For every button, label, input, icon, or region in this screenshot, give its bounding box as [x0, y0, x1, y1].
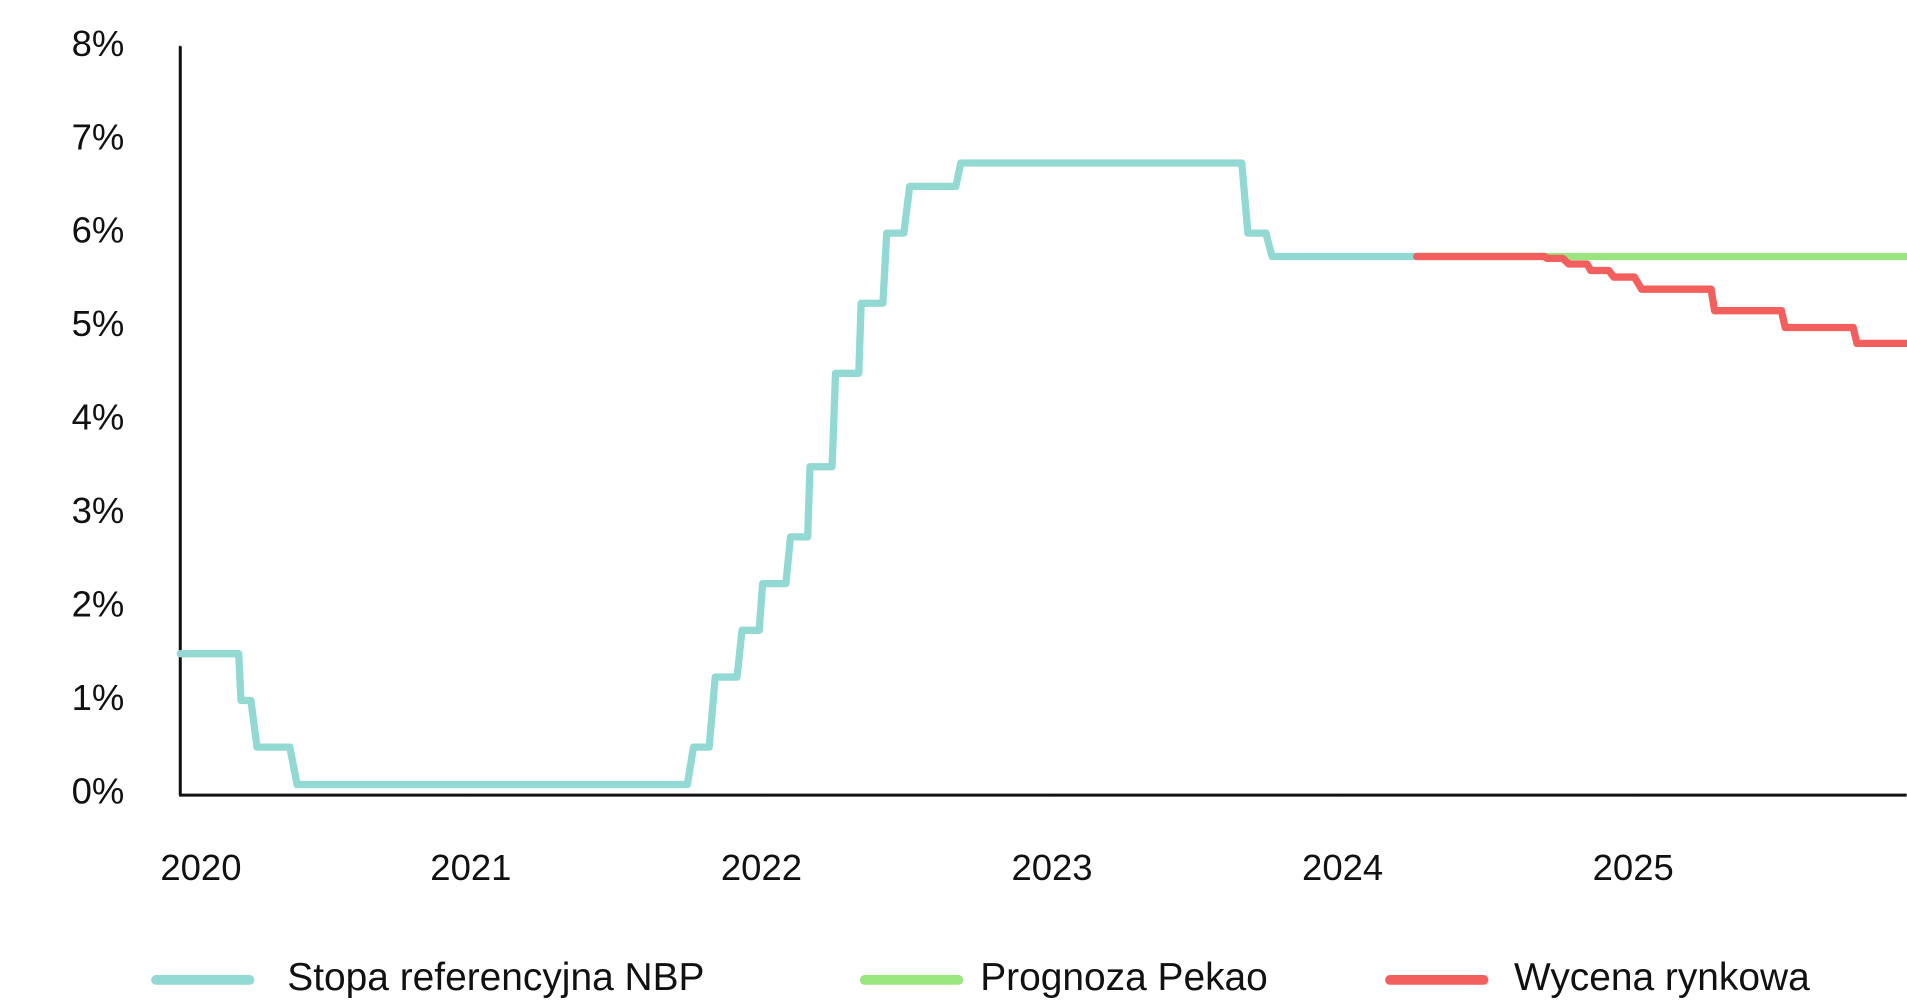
y-tick-label: 6% — [72, 210, 125, 251]
x-tick-label: 2020 — [160, 847, 241, 888]
x-tick-label: 2021 — [430, 847, 511, 888]
series-line — [1413, 252, 1907, 348]
legend-label: Wycena rynkowa — [1514, 956, 1810, 999]
y-tick-label: 1% — [72, 677, 125, 718]
y-tick-label: 0% — [72, 771, 125, 812]
legend-label: Stopa referencyjna NBP — [287, 956, 704, 999]
x-tick-label: 2022 — [721, 847, 802, 888]
y-tick-label: 2% — [72, 584, 125, 625]
series-line — [176, 159, 1421, 789]
y-tick-label: 8% — [72, 23, 125, 64]
x-tick-label: 2024 — [1302, 847, 1383, 888]
y-tick-label: 5% — [72, 303, 125, 344]
x-tick-label: 2023 — [1011, 847, 1092, 888]
x-tick-label: 2025 — [1593, 847, 1674, 888]
y-tick-label: 4% — [72, 397, 125, 438]
y-tick-label: 3% — [72, 490, 125, 531]
legend-label: Prognoza Pekao — [980, 956, 1268, 999]
y-tick-label: 7% — [72, 116, 125, 157]
